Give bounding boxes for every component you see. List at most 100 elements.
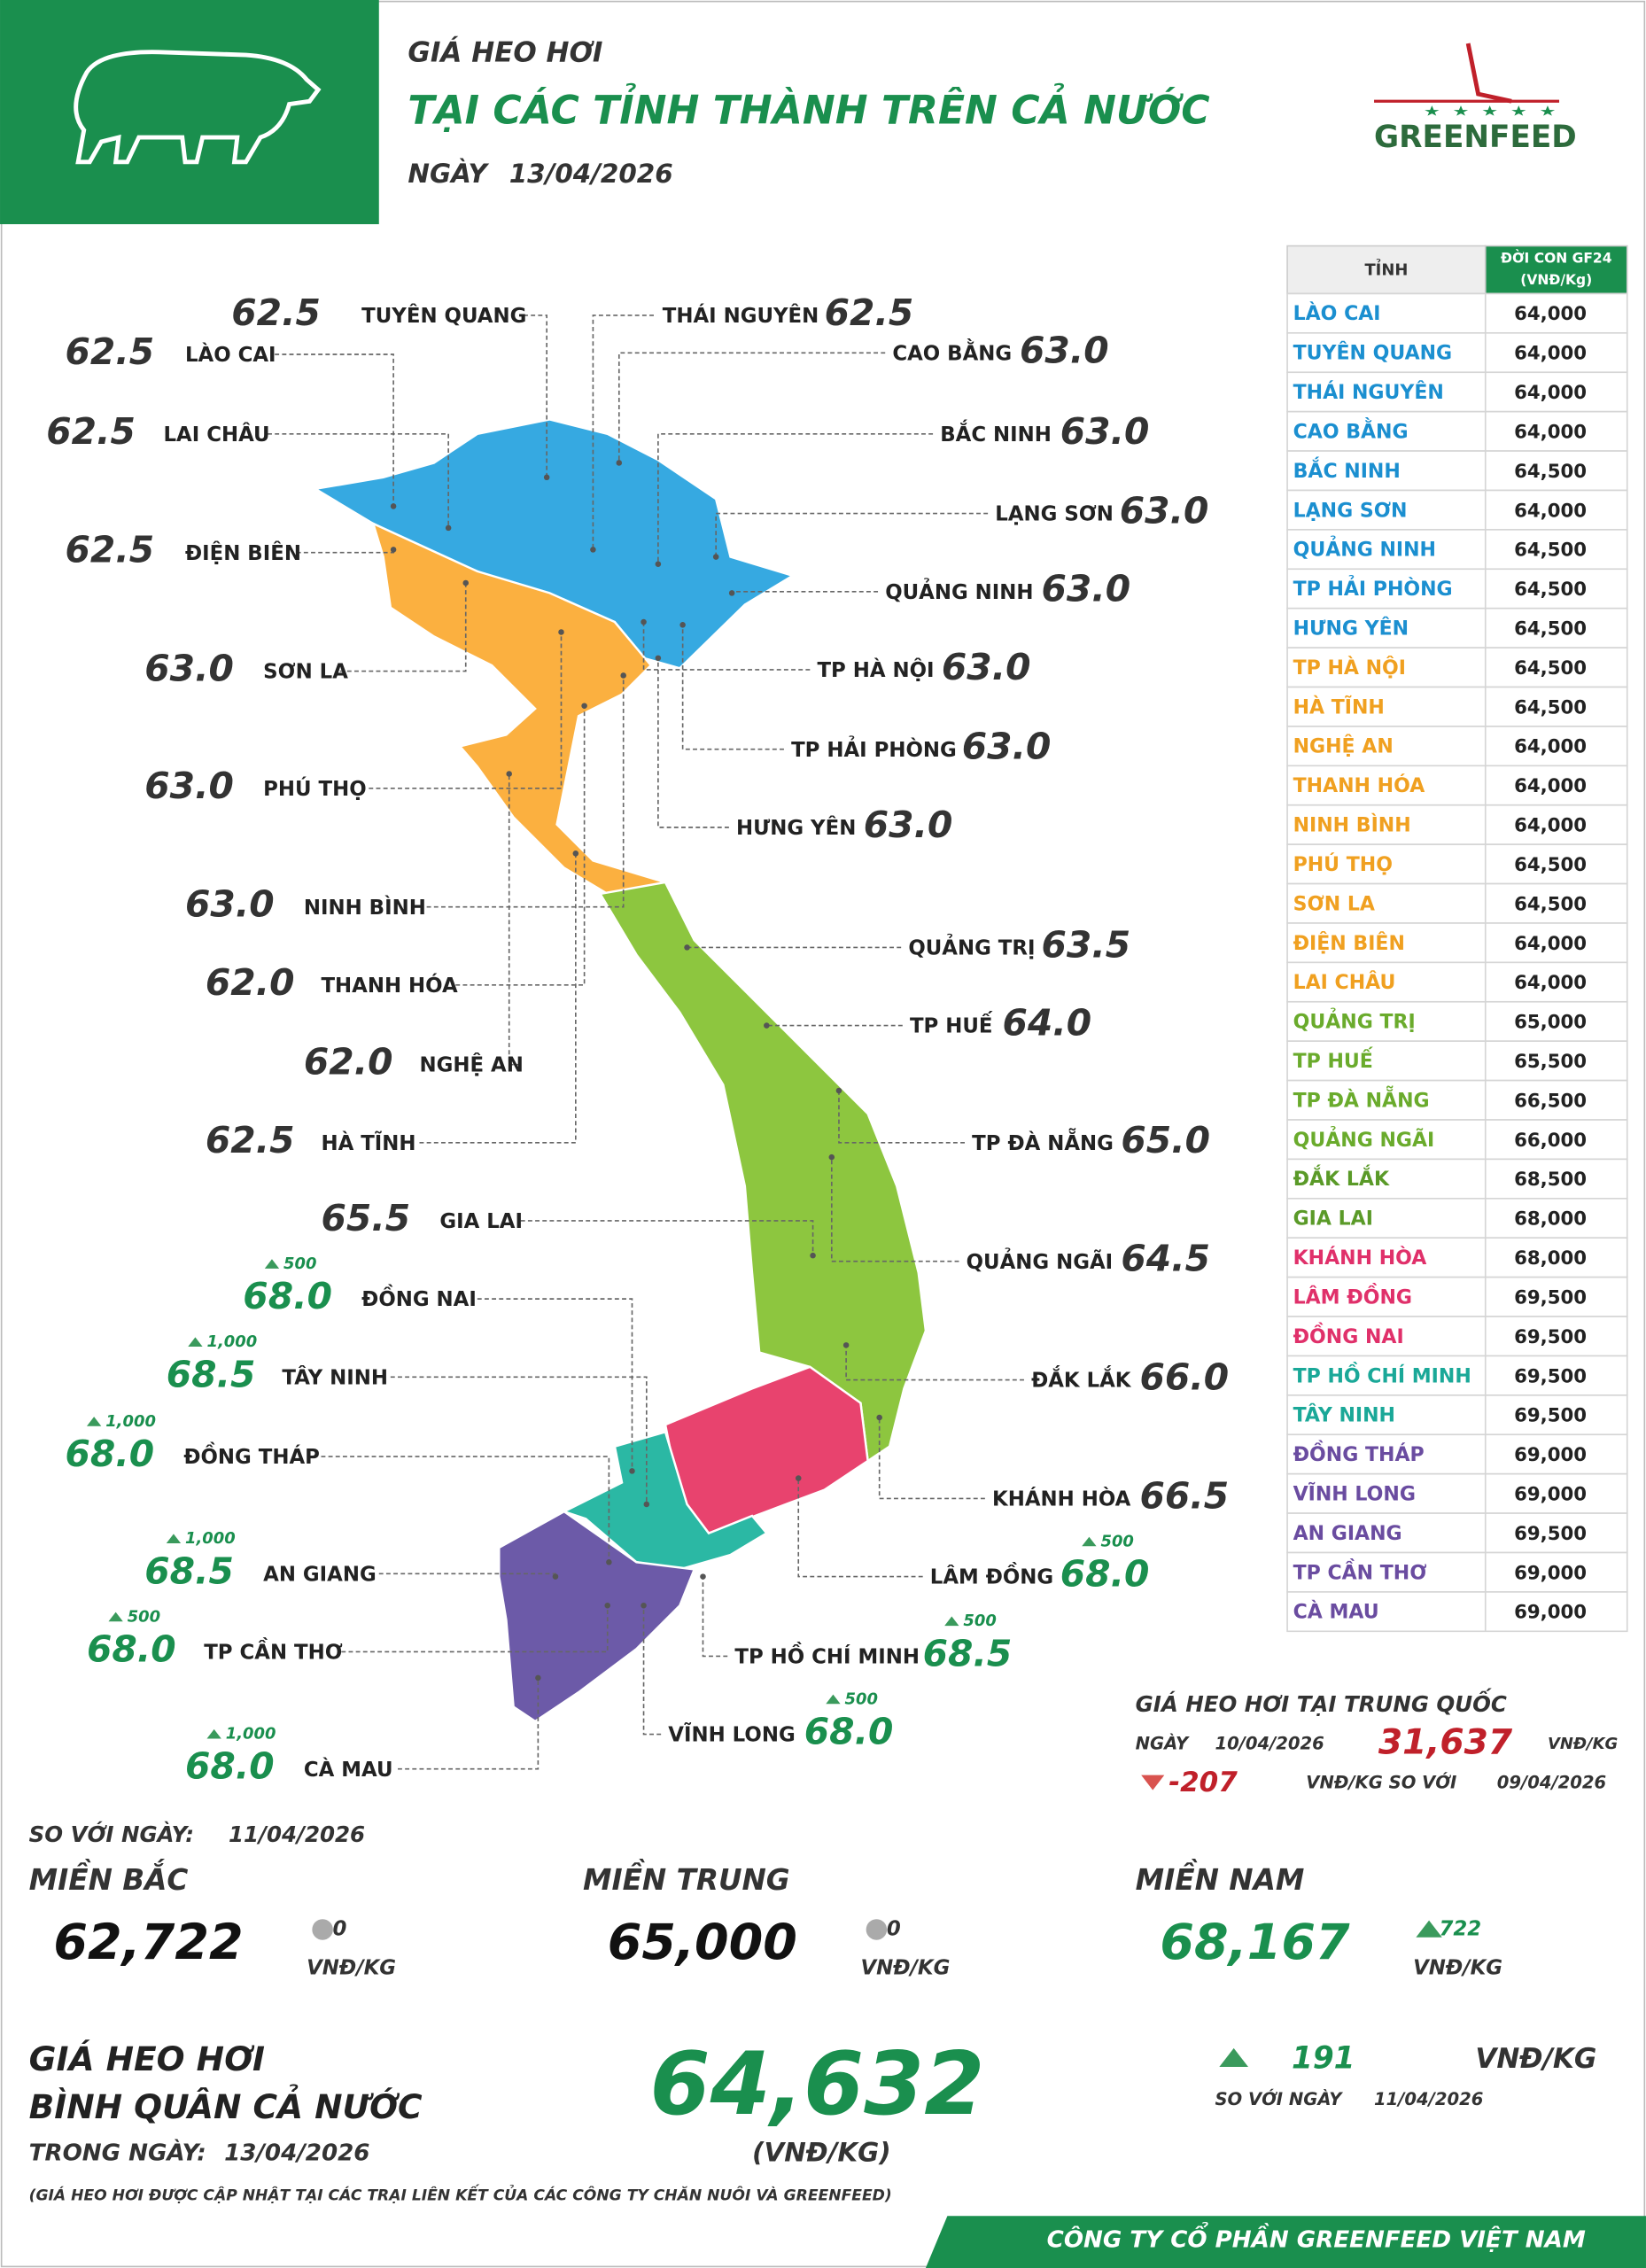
province-name: QUẢNG NINH [885, 578, 1033, 604]
title: TẠI CÁC TỈNH THÀNH TRÊN CẢ NƯỚC [408, 82, 1209, 133]
national-value: 64,632 [650, 2034, 985, 2135]
province-value: 62.5 [65, 330, 154, 373]
region-mekong [498, 1510, 696, 1723]
china-price: 31,637 [1378, 1722, 1513, 1762]
price: 65,500 [1514, 1051, 1587, 1073]
province-value: 62.5 [65, 529, 154, 571]
table-row [1286, 1433, 1628, 1475]
china-change-note: VNĐ/KG SO VỚI [1306, 1772, 1456, 1793]
leader-line [878, 1418, 985, 1500]
leader-dot [535, 1674, 541, 1682]
table-row [1286, 489, 1628, 531]
leader-line [275, 353, 394, 507]
china-unit: VNĐ/KG [1548, 1735, 1618, 1753]
table-row [1286, 1119, 1628, 1161]
up-arrow [188, 1337, 203, 1347]
price: 69,000 [1514, 1484, 1587, 1506]
price: 69,500 [1514, 1286, 1587, 1309]
price: 64,500 [1514, 461, 1587, 483]
leader-line [617, 352, 886, 463]
china-date-label: NGÀY [1136, 1733, 1190, 1753]
price: 66,500 [1514, 1090, 1587, 1112]
province-value: 68.0 [185, 1745, 275, 1788]
leader-dot [643, 1501, 650, 1508]
price: 64,000 [1514, 343, 1587, 365]
province-name: ĐỒNG NAI [361, 1284, 477, 1311]
province-value: 68.0 [65, 1433, 154, 1475]
table-row [1286, 1472, 1628, 1514]
province-value: 63.0 [942, 646, 1031, 688]
price: 64,000 [1514, 421, 1587, 443]
province-value: 63.0 [1120, 490, 1209, 532]
province-name: LÀO CAI [185, 342, 276, 367]
province-name: NINH BÌNH [304, 895, 426, 920]
province: NGHỆ AN [1293, 734, 1394, 758]
province-value: 63.0 [144, 648, 234, 690]
china-title: GIÁ HEO HƠI TẠI TRUNG QUỐC [1136, 1688, 1507, 1717]
province: THANH HÓA [1293, 774, 1425, 797]
leader-dot [684, 944, 690, 951]
region-name: MIỀN BẮC [29, 1860, 189, 1897]
leader-dot [641, 1602, 647, 1609]
province: NINH BÌNH [1293, 814, 1411, 837]
province-value: 63.0 [1042, 568, 1131, 610]
province-value: 63.5 [1042, 923, 1131, 966]
leader-line [845, 1345, 1024, 1381]
table-row [1286, 1276, 1628, 1317]
leader-dot [810, 1252, 816, 1259]
province-name: AN GIANG [263, 1563, 377, 1586]
province: LÀO CAI [1293, 302, 1381, 325]
province-value: 62.5 [825, 291, 914, 334]
province: LẠNG SƠN [1293, 500, 1408, 522]
leader-line [681, 625, 784, 750]
leader-line [398, 1677, 540, 1770]
leader-line [341, 1605, 609, 1653]
province: TP HUẾ [1293, 1047, 1374, 1073]
leader-line [657, 657, 729, 828]
china-date: 10/04/2026 [1215, 1733, 1324, 1753]
province: BẮC NINH [1293, 457, 1401, 483]
leader-dot [728, 590, 735, 596]
province: ĐIỆN BIÊN [1293, 931, 1405, 955]
leader-dot [641, 618, 647, 625]
region-unit: VNĐ/KG [307, 1957, 396, 1980]
region-value: 68,167 [1160, 1914, 1350, 1971]
leader-line [369, 632, 563, 789]
table-row [1286, 607, 1628, 649]
leader-dot [655, 561, 662, 567]
province-name: LAI CHÂU [164, 422, 270, 447]
province-name: LẠNG SƠN [995, 503, 1114, 526]
logo-mark [1465, 43, 1512, 104]
national-change: 191 [1292, 2040, 1355, 2076]
price: 64,000 [1514, 775, 1587, 797]
table-row [1286, 1591, 1628, 1633]
province: KHÁNH HÒA [1293, 1247, 1427, 1270]
province-value: 63.0 [185, 883, 275, 926]
leader-line [390, 1376, 648, 1504]
national-label: GIÁ HEO HƠI [29, 2039, 265, 2078]
province-value: 64.0 [1002, 1002, 1091, 1045]
table-row [1286, 450, 1628, 492]
province-value: 65.0 [1121, 1119, 1210, 1161]
price: 68,000 [1514, 1247, 1587, 1270]
price: 69,000 [1514, 1444, 1587, 1466]
date-label: NGÀY [408, 158, 489, 189]
province-value: 63.0 [1060, 410, 1150, 453]
province-name: THÁI NGUYÊN [663, 303, 819, 328]
province: PHÚ THỌ [1293, 853, 1393, 876]
province-name: NGHỆ AN [419, 1052, 523, 1077]
price: 64,000 [1514, 500, 1587, 522]
province: HÀ TĨNH [1293, 695, 1385, 718]
province-value: 62.0 [206, 961, 295, 1004]
province-change: 500 [1100, 1532, 1133, 1550]
region-name: MIỀN NAM [1136, 1860, 1305, 1897]
leader-line [419, 853, 577, 1144]
province-name: CÀ MAU [304, 1757, 393, 1782]
leader-dot [835, 1087, 842, 1094]
province: QUẢNG NGÃI [1293, 1127, 1435, 1152]
up-arrow [108, 1612, 123, 1622]
leader-dot [764, 1022, 770, 1029]
leader-dot [590, 547, 596, 553]
price: 64,500 [1514, 618, 1587, 641]
